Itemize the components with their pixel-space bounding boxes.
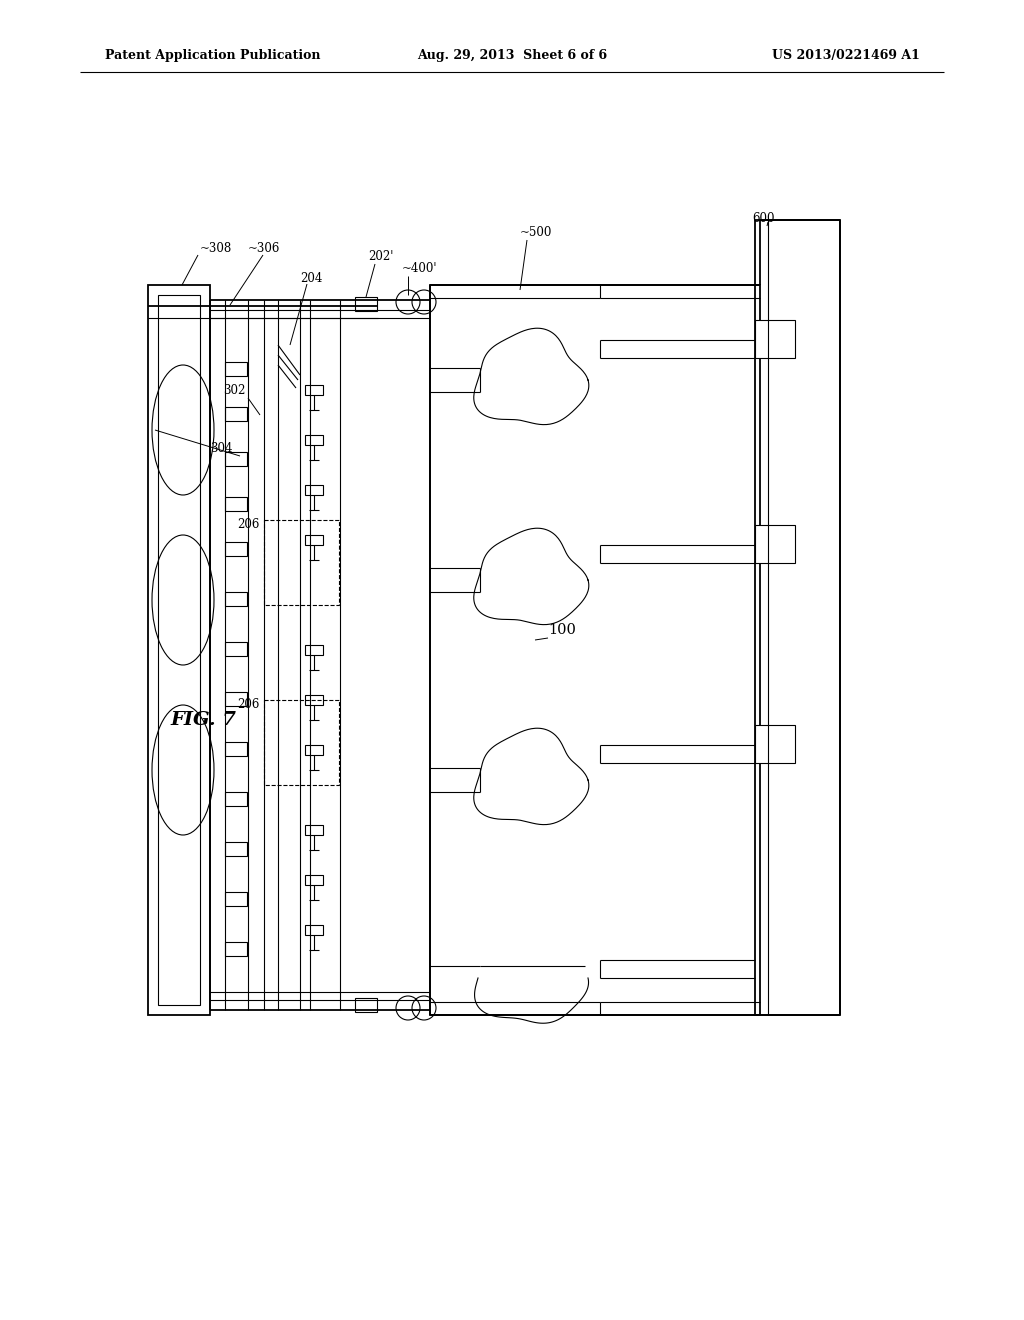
Text: 204: 204 — [300, 272, 323, 285]
Bar — [755, 220, 840, 1015]
Bar — [305, 825, 323, 836]
Bar — [225, 692, 247, 706]
Bar — [225, 362, 247, 376]
Bar — [225, 591, 247, 606]
Bar — [264, 700, 339, 785]
Text: FIG. 7: FIG. 7 — [170, 711, 236, 729]
Bar — [305, 875, 323, 884]
Bar — [225, 942, 247, 956]
Text: 304: 304 — [211, 441, 233, 454]
Text: 206: 206 — [238, 519, 260, 532]
Bar — [305, 535, 323, 545]
Bar — [225, 842, 247, 855]
Bar — [225, 642, 247, 656]
Bar — [355, 998, 377, 1012]
Bar — [225, 451, 247, 466]
Text: ~500: ~500 — [520, 226, 552, 239]
Bar — [305, 645, 323, 655]
Bar — [225, 407, 247, 421]
Bar — [225, 498, 247, 511]
Text: ~400': ~400' — [402, 261, 437, 275]
Text: 302: 302 — [223, 384, 246, 396]
Bar — [305, 385, 323, 395]
Text: 600: 600 — [752, 211, 774, 224]
Text: Aug. 29, 2013  Sheet 6 of 6: Aug. 29, 2013 Sheet 6 of 6 — [417, 49, 607, 62]
Bar — [148, 285, 210, 1015]
Bar — [264, 520, 339, 605]
Bar — [755, 319, 795, 358]
Text: 202': 202' — [368, 249, 393, 263]
Bar — [305, 925, 323, 935]
Bar — [225, 892, 247, 906]
Text: Patent Application Publication: Patent Application Publication — [105, 49, 321, 62]
Text: US 2013/0221469 A1: US 2013/0221469 A1 — [772, 49, 920, 62]
Bar — [305, 484, 323, 495]
Bar — [305, 696, 323, 705]
Bar — [305, 744, 323, 755]
Text: 100: 100 — [548, 623, 575, 638]
Bar — [225, 543, 247, 556]
Text: ~306: ~306 — [248, 242, 281, 255]
Bar — [225, 742, 247, 756]
Bar — [305, 436, 323, 445]
Bar — [158, 294, 200, 1005]
Bar — [355, 297, 377, 312]
Text: 206: 206 — [238, 698, 260, 711]
Text: ~308: ~308 — [200, 242, 232, 255]
Bar — [755, 725, 795, 763]
Bar — [755, 525, 795, 564]
Bar — [430, 285, 760, 1015]
Bar — [225, 792, 247, 807]
